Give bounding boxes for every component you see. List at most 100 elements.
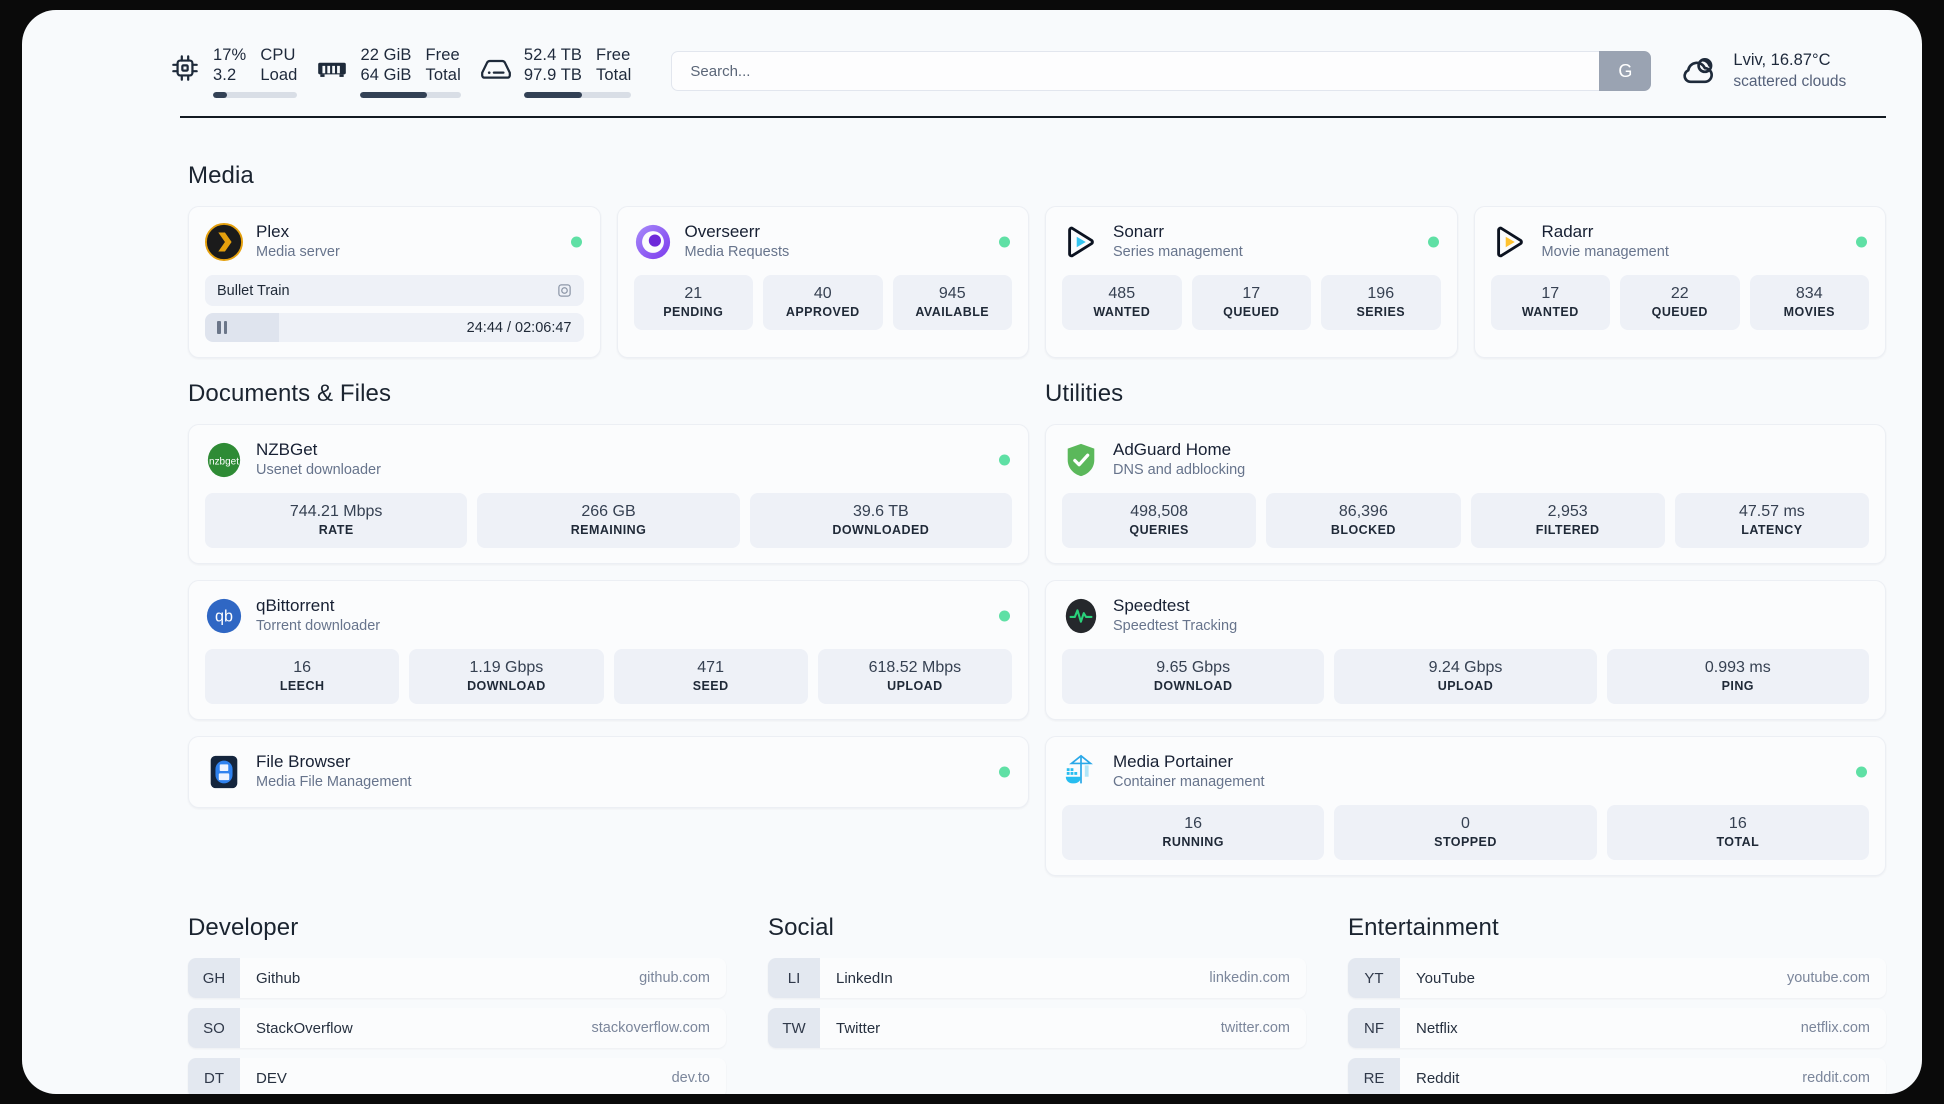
stat-tile-value: 196 [1367,285,1395,302]
bookmark-name: Netflix [1416,1019,1458,1037]
service-card[interactable]: File Browser Media File Management [188,736,1029,808]
service-card-header: Media Portainer Container management [1062,751,1869,792]
stat-tile[interactable]: 834 MOVIES [1749,275,1869,330]
stat-tile[interactable]: 485 WANTED [1062,275,1182,330]
stat-tile[interactable]: 17 WANTED [1490,275,1610,330]
bookmark-item[interactable]: TW Twitter twitter.com [768,1008,1306,1048]
stat-tile[interactable]: 2,953 FILTERED [1470,493,1665,548]
stat-tile-label: TOTAL [1716,835,1760,849]
service-card[interactable]: qb qBittorrent Torrent downloader 16 LEE… [188,580,1029,720]
section-title-documents: Documents & Files [188,380,392,407]
stat-label-secondary: Total [596,65,632,84]
stat-tile[interactable]: 945 AVAILABLE [892,275,1012,330]
stat-tile[interactable]: 16 LEECH [205,649,400,704]
bookmark-list: YT YouTube youtube.com NF Netflix netfli… [1348,958,1886,1094]
search-submit-button[interactable]: G [1599,51,1652,91]
stat-tile[interactable]: 86,396 BLOCKED [1266,493,1461,548]
stat-tile[interactable]: 16 TOTAL [1606,805,1869,860]
weather-location-temp: Lviv, 16.87°C [1733,51,1831,69]
stat-tile[interactable]: 16 RUNNING [1062,805,1325,860]
service-card-header: Overseerr Media Requests [634,221,1013,262]
service-card-header: Radarr Movie management [1491,221,1870,262]
bookmark-group-title: Entertainment [1348,914,1499,941]
stat-tile-value: 945 [938,285,966,302]
filebrowser-logo [205,753,243,791]
stat-tile[interactable]: 9.65 Gbps DOWNLOAD [1062,649,1325,704]
stat-tile-label: LATENCY [1741,523,1803,537]
service-card[interactable]: nzbget NZBGet Usenet downloader 744.21 M… [188,424,1029,564]
utilities-card-list: AdGuard Home DNS and adblocking 498,508 … [1045,424,1886,876]
stat-tile[interactable]: 0 STOPPED [1334,805,1597,860]
adguard-logo [1062,441,1100,479]
svg-text:nzbget: nzbget [209,456,239,467]
stat-tile[interactable]: 618.52 Mbps UPLOAD [817,649,1012,704]
stat-tile[interactable]: 266 GB REMAINING [477,493,740,548]
search-input[interactable]: Search... [671,51,1600,91]
media-card-grid: Plex Media server Bullet Train 24:44 / 0… [188,206,1886,358]
stat-tile-value: 2,953 [1547,503,1588,520]
now-playing-bar[interactable]: Bullet Train [205,275,584,306]
stat-tile[interactable]: 9.24 Gbps UPLOAD [1334,649,1597,704]
stat-tile[interactable]: 0.993 ms PING [1606,649,1869,704]
service-card-header: AdGuard Home DNS and adblocking [1062,439,1869,480]
stat-progress-bar [360,91,461,98]
stat-tile-value: 0.993 ms [1704,659,1771,676]
service-card[interactable]: AdGuard Home DNS and adblocking 498,508 … [1045,424,1886,564]
bookmark-badge: LI [768,958,820,998]
bookmark-item[interactable]: SO StackOverflow stackoverflow.com [188,1008,726,1048]
stat-tile-row: 9.65 Gbps DOWNLOAD 9.24 Gbps UPLOAD 0.99… [1062,649,1869,704]
stat-tile[interactable]: 196 SERIES [1321,275,1441,330]
service-card[interactable]: Overseerr Media Requests 21 PENDING 40 A… [616,206,1029,358]
status-badge [999,236,1010,247]
disk-icon [479,51,513,85]
service-description: DNS and adblocking [1113,462,1246,478]
stat-tile[interactable]: 744.21 Mbps RATE [205,493,468,548]
search-bar[interactable]: Search... G [671,51,1652,91]
service-card-header: Plex Media server [205,221,584,262]
stat-value-secondary: 97.9 TB [523,65,583,84]
service-name: File Browser [256,752,351,771]
stat-tile[interactable]: 1.19 Gbps DOWNLOAD [409,649,604,704]
stat-tile[interactable]: 471 SEED [613,649,808,704]
stat-tile[interactable]: 22 QUEUED [1620,275,1740,330]
stat-tile-value: 17 [1541,285,1560,302]
service-name: qBittorrent [256,596,335,615]
bookmark-item[interactable]: NF Netflix netflix.com [1348,1008,1886,1048]
stat-tile[interactable]: 17 QUEUED [1191,275,1311,330]
stat-value-primary: 22 GiB [360,45,412,64]
service-card[interactable]: Radarr Movie management 17 WANTED 22 QUE… [1473,206,1886,358]
bookmark-url: linkedin.com [1209,970,1290,986]
service-card[interactable]: Speedtest Speedtest Tracking 9.65 Gbps D… [1045,580,1886,720]
bookmark-url: reddit.com [1802,1070,1870,1086]
stat-tile[interactable]: 39.6 TB DOWNLOADED [749,493,1012,548]
stat-tile-label: SERIES [1356,305,1406,319]
stat-progress-bar [213,91,298,98]
stat-tile-value: 1.19 Gbps [469,659,544,676]
bookmark-name: DEV [256,1069,287,1087]
stat-tile-label: PENDING [663,305,724,319]
playback-progress-bar[interactable]: 24:44 / 02:06:47 [205,313,584,342]
service-name: Overseerr [684,222,761,241]
stat-tile[interactable]: 47.57 ms LATENCY [1674,493,1869,548]
bookmark-url: twitter.com [1220,1020,1290,1036]
service-card[interactable]: Media Portainer Container management 16 … [1045,736,1886,876]
now-playing-title: Bullet Train [217,282,290,299]
service-card-header: Sonarr Series management [1062,221,1441,262]
pause-icon[interactable] [217,321,227,334]
stat-tile-value: 16 [293,659,312,676]
stat-tile[interactable]: 498,508 QUERIES [1062,493,1257,548]
stat-value-primary: 52.4 TB [523,45,583,64]
bookmark-item[interactable]: RE Reddit reddit.com [1348,1058,1886,1094]
bookmark-item[interactable]: GH Github github.com [188,958,726,998]
bookmark-group-title: Developer [188,914,299,941]
bookmark-item[interactable]: LI LinkedIn linkedin.com [768,958,1306,998]
service-card[interactable]: Sonarr Series management 485 WANTED 17 Q… [1045,206,1458,358]
bookmark-item[interactable]: YT YouTube youtube.com [1348,958,1886,998]
stat-tile[interactable]: 40 APPROVED [763,275,883,330]
cast-icon[interactable] [557,283,572,298]
stat-tile[interactable]: 21 PENDING [633,275,753,330]
stat-tile-label: WANTED [1521,305,1579,319]
service-card[interactable]: Plex Media server Bullet Train 24:44 / 0… [188,206,601,358]
bookmark-item[interactable]: DT DEV dev.to [188,1058,726,1094]
bookmark-badge: TW [768,1008,820,1048]
